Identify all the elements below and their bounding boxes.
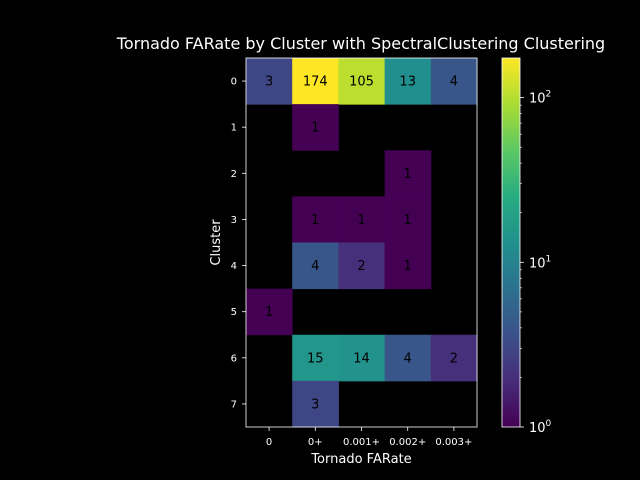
x-tick-label: 0.001+ [343,437,380,448]
cell-value-label: 2 [357,259,365,274]
cell-value-label: 1 [265,305,273,320]
heatmap-cell [384,334,432,382]
cell-value-label: 1 [311,121,319,136]
cell-value-label: 3 [265,75,273,90]
y-tick-label: 1 [231,123,237,134]
heatmap-cell [292,58,339,105]
y-tick-label: 2 [231,169,237,180]
cell-value-label: 4 [404,351,412,366]
plot-frame [245,57,478,428]
heatmap-cell [292,242,339,290]
x-tick-label: 0+ [308,437,323,448]
heatmap-cell [430,58,478,105]
heatmap-cell [292,380,339,428]
chart-title: Tornado FARate by Cluster with SpectralC… [116,34,605,53]
y-tick-label: 0 [231,77,237,88]
y-tick-label: 5 [231,307,237,318]
cell-value-label: 1 [311,213,319,228]
cell-value-label: 105 [349,75,374,90]
x-tick-label: 0.002+ [389,437,426,448]
cell-value-label: 15 [307,351,324,366]
colorbar-ticks: 100 101 102 [520,90,552,436]
heatmap-cell [384,150,432,197]
y-tick-label: 7 [231,399,237,410]
cell-value-label: 4 [311,259,319,274]
x-axis-ticks: 0 0+ 0.001+ 0.002+ 0.003+ [266,427,472,448]
heatmap-cell [384,58,432,105]
y-tick-label: 4 [231,261,237,272]
y-axis-ticks: 0 1 2 3 4 5 6 7 [231,77,246,410]
heatmap-cell [338,242,386,290]
y-tick-label: 6 [231,353,237,364]
cell-value-label: 3 [311,397,319,412]
x-tick-label: 0 [266,437,272,448]
heatmap-cell [292,104,339,151]
x-tick-label: 0.003+ [435,437,472,448]
cell-value-label: 1 [357,213,365,228]
colorbar-tick-label: 102 [529,90,551,107]
x-axis-label: Tornado FARate [310,452,411,467]
heatmap-cell [338,58,386,105]
colorbar-gradient [502,58,520,427]
cell-value-label: 1 [404,167,412,182]
cell-value-label: 14 [353,351,370,366]
y-axis-label: Cluster [209,219,224,266]
cell-value-label: 4 [450,75,458,90]
cell-value-label: 1 [404,213,412,228]
heatmap-cell [246,58,293,105]
heatmap-cell [338,196,386,243]
cell-value-label: 13 [399,75,416,90]
heatmap-cell [384,242,432,290]
heatmap-cell [430,334,478,382]
heatmap-cell [384,196,432,243]
cell-value-label: 174 [303,75,328,90]
colorbar-tick-label: 101 [529,254,551,271]
heatmap-cell [338,334,386,382]
colorbar-tick-label: 100 [529,419,552,436]
heatmap-cell [246,288,293,336]
colorbar: 100 101 102 [501,57,552,436]
heatmap-cell [292,334,339,382]
colorbar-frame [501,57,521,428]
cell-value-label: 2 [450,351,458,366]
cell-value-label: 1 [404,259,412,274]
y-tick-label: 3 [231,215,237,226]
heatmap-cell [292,196,339,243]
